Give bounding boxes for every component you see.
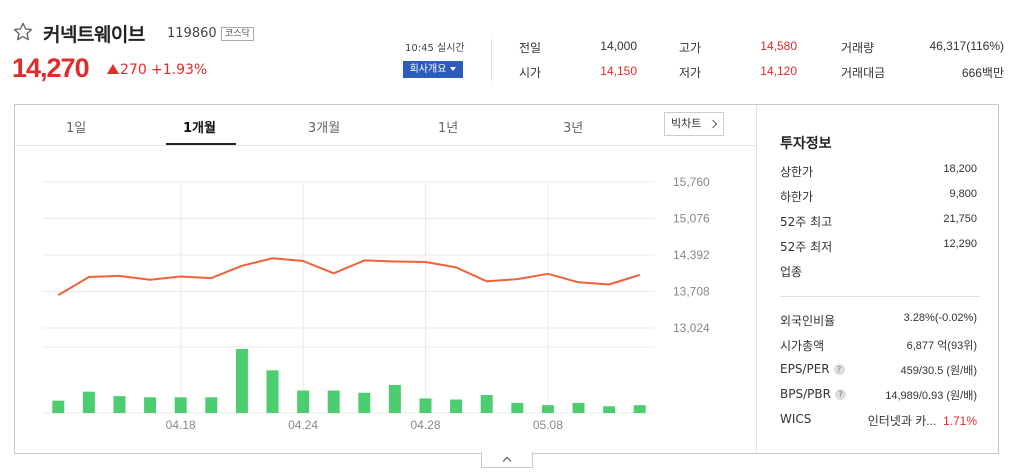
- volume-bar: [572, 402, 585, 413]
- chart-panel: 1일 1개월 3개월 1년 3년 빅차트 15,760 15,076 14,392 1…: [14, 104, 999, 454]
- quote-value-volume: 46,317(116%): [929, 39, 1005, 53]
- invest-value-wics[interactable]: 인터넷과 카... 1.71%: [835, 412, 977, 429]
- quote-label-trade-value: 거래대금: [841, 66, 886, 80]
- invest-value-52w-low: 12,290: [943, 238, 977, 250]
- quote-label-volume: 거래량: [841, 41, 875, 55]
- company-overview-button[interactable]: 회사개요: [403, 61, 463, 78]
- invest-label-52w-low: 52주 최저: [780, 240, 833, 254]
- invest-label-wics: WICS: [780, 412, 812, 426]
- collapse-panel-button[interactable]: [481, 452, 533, 468]
- volume-bar: [603, 406, 616, 413]
- stock-header: 커넥트웨이브 119860 코스닥 14,270 270 +1.93% 10:4…: [0, 0, 1033, 100]
- volume-bar: [419, 398, 432, 413]
- help-icon[interactable]: ?: [833, 364, 845, 375]
- invest-value-52w-high: 21,750: [943, 213, 977, 225]
- volume-bar: [297, 390, 310, 413]
- company-overview-label: 회사개요: [409, 64, 447, 75]
- invest-label-52w-high: 52주 최고: [780, 215, 833, 229]
- volume-bar: [358, 392, 371, 413]
- invest-value-market-cap: 6,877 억(93위): [906, 340, 977, 352]
- invest-label-upper-limit: 상한가: [780, 165, 814, 179]
- x-tick-label: 04.28: [410, 418, 440, 432]
- invest-info-title: 투자정보: [780, 136, 832, 152]
- x-tick-label: 04.18: [166, 418, 196, 432]
- quote-label-high: 고가: [679, 41, 702, 55]
- big-chart-label: 빅차트: [671, 117, 702, 130]
- volume-bar: [388, 384, 401, 413]
- favorite-star-icon[interactable]: [12, 21, 34, 43]
- invest-label-bps-pbr: BPS/PBR?: [780, 387, 846, 401]
- stock-code: 119860: [167, 26, 217, 41]
- y-tick-label: 14,392: [673, 248, 710, 262]
- tab-1-year[interactable]: 1년: [438, 121, 459, 136]
- invest-label-eps-per: EPS/PER?: [780, 362, 845, 376]
- wics-sector: 인터넷과 카...: [867, 414, 937, 428]
- invest-value-bps-pbr: 14,989/0.93 (원/배): [885, 390, 977, 402]
- invest-value-eps-per: 459/30.5 (원/배): [900, 365, 978, 377]
- volume-bar: [450, 399, 463, 413]
- price-volume-chart[interactable]: 15,760 15,076 14,392 13,708 13,024 04.18 04.24…: [15, 146, 755, 453]
- y-tick-label: 15,076: [673, 212, 710, 226]
- quote-label-low: 저가: [679, 66, 702, 80]
- y-tick-label: 13,024: [673, 321, 710, 335]
- volume-bar: [144, 397, 157, 413]
- quote-value-low: 14,120: [760, 64, 797, 78]
- invest-divider: [780, 296, 980, 297]
- volume-bar: [266, 370, 279, 413]
- tab-1-month[interactable]: 1개월: [183, 121, 216, 136]
- volume-bar: [327, 390, 340, 413]
- volume-bar: [235, 349, 248, 413]
- volume-bar: [174, 397, 187, 413]
- invest-value-foreign-ratio: 3.28%(-0.02%): [903, 312, 977, 324]
- invest-label-industry: 업종: [780, 265, 803, 279]
- header-divider: [491, 39, 492, 81]
- panel-divider: [756, 105, 757, 453]
- active-tab-indicator: [166, 143, 236, 145]
- stock-name: 커넥트웨이브: [43, 24, 145, 46]
- quote-value-prev-close: 14,000: [600, 39, 637, 53]
- volume-bar: [511, 402, 524, 413]
- quote-value-high: 14,580: [760, 39, 797, 53]
- tab-1-day[interactable]: 1일: [66, 121, 87, 136]
- big-chart-button[interactable]: 빅차트: [664, 112, 724, 136]
- invest-label-foreign-ratio: 외국인비율: [780, 314, 836, 328]
- y-tick-label: 15,760: [673, 175, 710, 189]
- caret-down-icon: [450, 67, 457, 71]
- invest-value-lower-limit: 9,800: [949, 188, 977, 200]
- invest-label-lower-limit: 하한가: [780, 190, 814, 204]
- y-tick-label: 13,708: [673, 285, 710, 299]
- tab-3-years[interactable]: 3년: [563, 121, 584, 136]
- wics-sector-change: 1.71%: [942, 414, 977, 428]
- volume-bar: [205, 397, 218, 413]
- volume-bar: [113, 396, 126, 413]
- bps-pbr-text: BPS/PBR: [780, 387, 831, 401]
- help-icon[interactable]: ?: [834, 389, 846, 400]
- chevron-up-icon: [502, 456, 512, 466]
- period-tabs: 1일 1개월 3개월 1년 3년 빅차트: [15, 105, 756, 146]
- quote-value-trade-value: 666백만: [961, 66, 1004, 80]
- tab-3-months[interactable]: 3개월: [308, 121, 341, 136]
- chevron-right-icon: [708, 119, 718, 129]
- invest-label-market-cap: 시가총액: [780, 339, 825, 353]
- price-line: [57, 257, 640, 296]
- volume-bar: [541, 405, 554, 413]
- quote-label-open: 시가: [519, 66, 542, 80]
- quote-label-prev-close: 전일: [519, 41, 542, 55]
- volume-bar: [633, 405, 646, 413]
- eps-per-text: EPS/PER: [780, 362, 830, 376]
- volume-bar: [52, 400, 65, 413]
- price-change: 270: [120, 62, 147, 78]
- invest-value-upper-limit: 18,200: [943, 163, 977, 175]
- x-tick-label: 04.24: [288, 418, 318, 432]
- price-change-percent: +1.93%: [151, 62, 208, 78]
- realtime-label: 10:45 실시간: [405, 43, 465, 54]
- volume-bar: [82, 391, 95, 413]
- quote-value-open: 14,150: [600, 64, 637, 78]
- up-triangle-icon: [107, 64, 119, 74]
- x-tick-label: 05.08: [533, 418, 563, 432]
- current-price: 14,270: [12, 53, 90, 83]
- market-badge: 코스닥: [221, 27, 254, 41]
- volume-bar: [480, 395, 493, 413]
